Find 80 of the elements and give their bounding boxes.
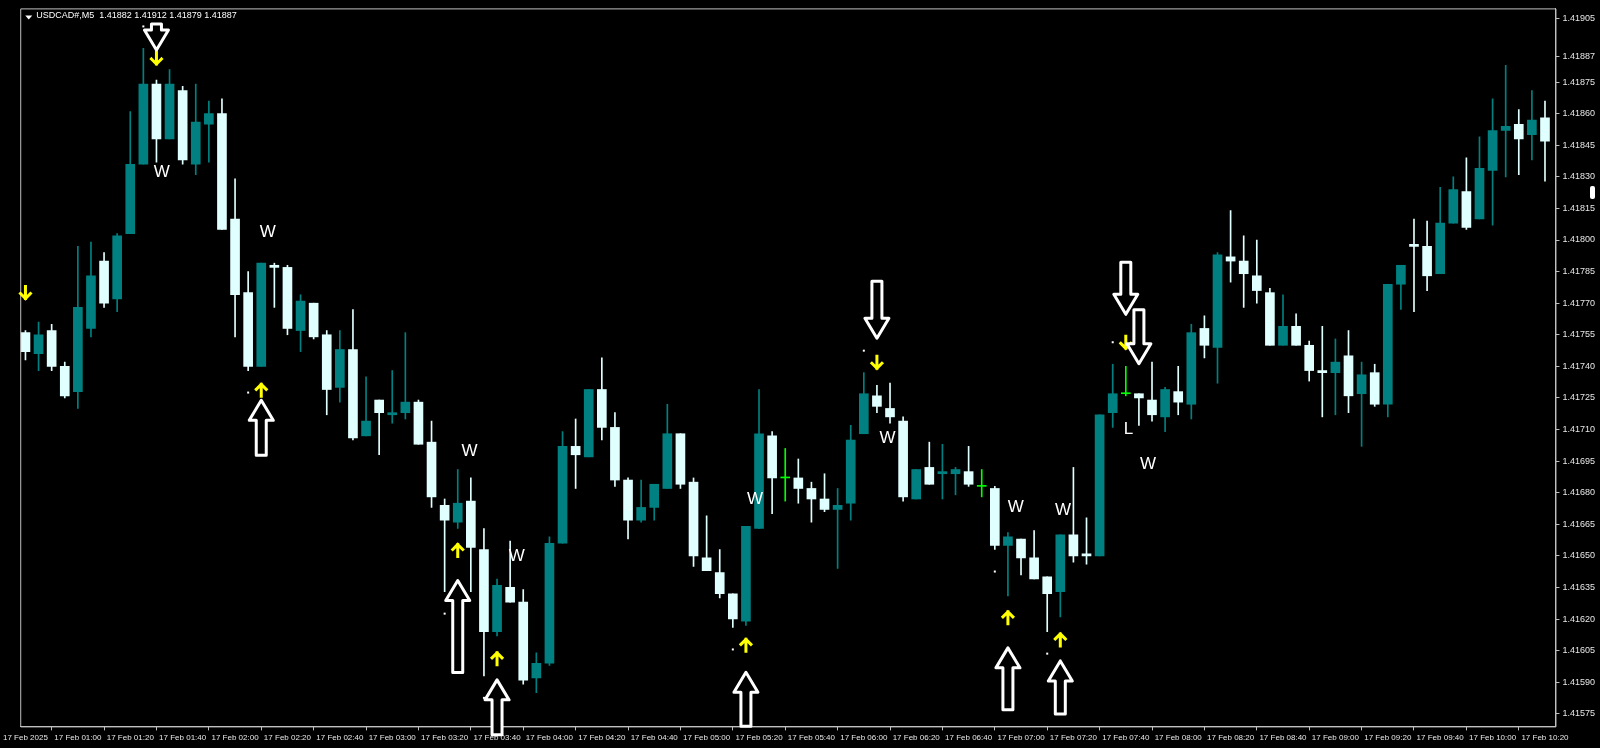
- x-tick-label: 17 Feb 05:20: [735, 733, 784, 743]
- y-tick-label: 1.41605: [1562, 645, 1596, 656]
- annotation: L: [1123, 418, 1134, 438]
- candlestick: [1120, 366, 1131, 397]
- x-tick-label: 17 Feb 09:00: [1311, 733, 1360, 743]
- candlestick: [1317, 326, 1328, 418]
- y-tick-label: 1.41590: [1562, 676, 1596, 687]
- y-tick-label: 1.41635: [1562, 581, 1596, 592]
- candlestick: [1238, 235, 1249, 308]
- y-tick-label: 1.41665: [1562, 518, 1596, 529]
- candlestick: [374, 399, 384, 456]
- x-tick-label: 17 Feb 02:20: [263, 733, 312, 743]
- candlestick: [387, 370, 398, 424]
- x-tick-label: 17 Feb 01:40: [159, 733, 207, 743]
- x-tick-label: 17 Feb 04:40: [630, 733, 679, 743]
- chart-title: USDCAD#,M5 1.41882 1.41912 1.41879 1.41887: [36, 10, 237, 21]
- y-tick-label: 1.41785: [1562, 266, 1596, 277]
- candlestick: [885, 382, 895, 424]
- annotation: W: [461, 440, 478, 460]
- candlestick: [204, 100, 214, 163]
- x-tick-label: 17 Feb 05:00: [683, 733, 731, 743]
- x-tick-label: 17 Feb 03:20: [421, 733, 469, 743]
- y-tick-label: 1.41620: [1562, 613, 1596, 624]
- candlestick: [1003, 532, 1013, 597]
- x-tick-label: 17 Feb 10:00: [1469, 733, 1517, 743]
- y-tick-label: 1.41905: [1562, 13, 1596, 24]
- x-tick-label: 17 Feb 03:00: [368, 733, 417, 743]
- candlestick: [976, 469, 987, 498]
- x-tick-label: 17 Feb 02:00: [211, 733, 260, 743]
- annotation: W: [1054, 499, 1071, 519]
- annotation: W: [259, 221, 276, 241]
- x-tick-label: 17 Feb 08:00: [1154, 733, 1203, 743]
- x-tick-label: 17 Feb 07:00: [997, 733, 1046, 743]
- y-tick-label: 1.41860: [1562, 108, 1596, 119]
- x-tick-label: 17 Feb 08:40: [1259, 733, 1308, 743]
- x-tick-label: 17 Feb 09:40: [1416, 733, 1465, 743]
- y-tick-label: 1.41845: [1562, 139, 1596, 150]
- x-tick-label: 17 Feb 07:20: [1049, 733, 1098, 743]
- x-tick-label: 17 Feb 04:20: [578, 733, 626, 743]
- x-tick-label: 17 Feb 01:20: [106, 733, 155, 743]
- annotation: W: [1007, 496, 1024, 516]
- x-tick-label: 17 Feb 06:20: [892, 733, 941, 743]
- x-tick-label: 17 Feb 08:20: [1207, 733, 1255, 743]
- y-tick-label: 1.41575: [1562, 708, 1596, 719]
- candlestick: [1500, 64, 1511, 178]
- y-tick-label: 1.41830: [1562, 171, 1596, 182]
- candlestick: [1409, 218, 1419, 312]
- x-tick-label: 17 Feb 07:40: [1102, 733, 1150, 743]
- y-tick-label: 1.41695: [1562, 455, 1596, 466]
- candlestick: [1173, 366, 1184, 416]
- y-tick-label: 1.41815: [1562, 202, 1596, 213]
- x-tick-label: 17 Feb 2025: [2, 733, 49, 743]
- candlestick: [1513, 109, 1524, 176]
- candlestick: [1134, 393, 1144, 426]
- y-tick-label: 1.41755: [1562, 329, 1596, 340]
- annotation: W: [879, 427, 896, 447]
- candlestick: [1251, 239, 1262, 304]
- annotation: W: [1140, 453, 1157, 473]
- y-tick-label: 1.41875: [1562, 76, 1596, 87]
- x-tick-label: 17 Feb 02:40: [316, 733, 364, 743]
- y-tick-label: 1.41725: [1562, 392, 1596, 403]
- y-tick-label: 1.41887: [1562, 51, 1596, 62]
- x-tick-label: 17 Feb 10:20: [1521, 733, 1570, 743]
- y-tick-label: 1.41740: [1562, 360, 1596, 371]
- y-tick-label: 1.41680: [1562, 487, 1596, 498]
- x-tick-label: 17 Feb 06:40: [945, 733, 993, 743]
- annotation: W: [153, 161, 170, 181]
- annotation: W: [747, 488, 764, 508]
- candlestick: [1527, 90, 1537, 161]
- y-tick-label: 1.41710: [1562, 424, 1596, 434]
- x-tick-label: 17 Feb 01:00: [54, 733, 102, 743]
- x-tick-label: 17 Feb 04:00: [525, 733, 574, 743]
- y-tick-label: 1.41800: [1562, 234, 1596, 245]
- x-tick-label: 17 Feb 06:00: [840, 733, 888, 743]
- x-tick-label: 17 Feb 05:40: [787, 733, 836, 743]
- y-tick-label: 1.41770: [1562, 297, 1596, 308]
- x-tick-label: 17 Feb 03:40: [473, 733, 522, 743]
- candlestick: [793, 458, 804, 504]
- x-tick-label: 17 Feb 09:20: [1364, 733, 1412, 743]
- y-tick-label: 1.41650: [1562, 550, 1596, 561]
